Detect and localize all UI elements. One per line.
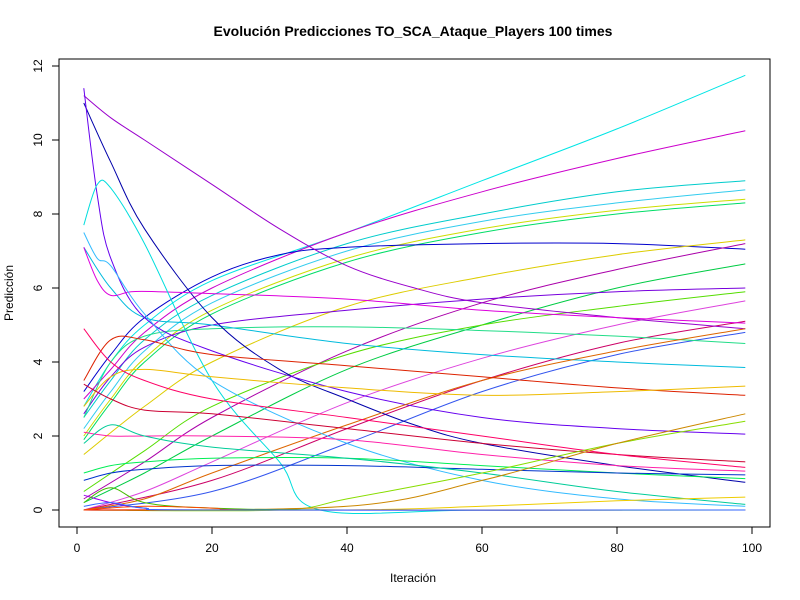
x-tick-label: 100 (742, 541, 762, 555)
series-line-25 (83, 335, 746, 396)
y-tick-label: 12 (31, 59, 45, 73)
series-line-2 (83, 130, 746, 400)
y-axis-label: Predicción (2, 265, 16, 321)
x-axis-label: Iteración (390, 571, 436, 585)
series-line-32 (83, 424, 746, 505)
series-line-21 (83, 247, 746, 324)
series-line-28 (83, 328, 746, 468)
series-line-16 (83, 326, 746, 418)
series-line-4 (83, 189, 746, 429)
y-tick-label: 2 (31, 432, 45, 439)
series-line-7 (83, 242, 746, 392)
series-line-24 (83, 232, 746, 507)
series-line-9 (83, 243, 746, 500)
series-line-13 (83, 300, 746, 511)
series-line-3 (83, 180, 746, 418)
x-tick-label: 60 (475, 541, 489, 555)
series-line-12 (83, 291, 746, 492)
series-line-1 (83, 74, 746, 407)
series-line-6 (83, 202, 746, 440)
y-tick-label: 8 (31, 210, 45, 217)
plot-frame (58, 58, 771, 528)
y-tick-label: 0 (31, 506, 45, 513)
x-tick-label: 40 (340, 541, 354, 555)
y-tick-label: 10 (31, 133, 45, 147)
series-line-23 (83, 179, 746, 515)
x-tick-label: 0 (74, 541, 81, 555)
series-line-11 (83, 287, 746, 415)
series-layer (83, 74, 746, 515)
series-line-20 (83, 88, 746, 435)
y-tick-label: 6 (31, 284, 45, 291)
x-tick-label: 80 (610, 541, 624, 555)
series-line-29 (83, 431, 746, 472)
series-line-17 (83, 247, 746, 368)
chart-title: Evolución Predicciones TO_SCA_Ataque_Pla… (214, 23, 613, 39)
y-tick-label: 4 (31, 358, 45, 365)
series-line-40 (83, 502, 746, 511)
series-line-33 (83, 420, 746, 512)
series-line-18 (83, 95, 746, 330)
y-axis: 0 2 4 6 8 10 12 (31, 59, 60, 513)
series-line-31 (83, 464, 746, 481)
series-line-8 (83, 239, 746, 455)
series-line-15 (83, 331, 746, 511)
series-line-26 (83, 368, 746, 407)
series-line-19 (83, 102, 746, 483)
x-axis: 0 20 40 60 80 100 (74, 526, 762, 555)
series-line-22 (83, 328, 746, 511)
series-line-35 (83, 496, 746, 511)
x-tick-label: 20 (205, 541, 219, 555)
series-line-5 (83, 198, 746, 437)
